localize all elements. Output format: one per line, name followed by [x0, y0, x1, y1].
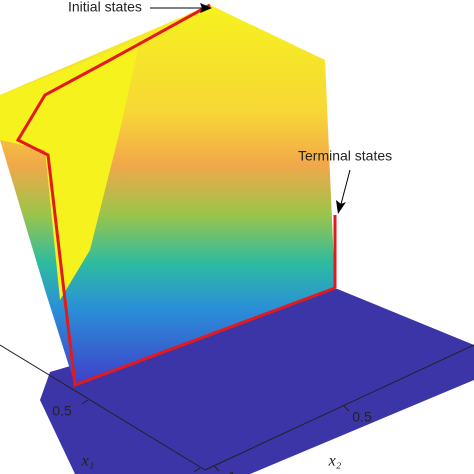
floor-surface [40, 288, 474, 474]
x-axis-label: x₁ [81, 453, 95, 470]
x2-axis [204, 344, 474, 471]
tick-mark [81, 399, 89, 405]
tick-mark [343, 405, 350, 412]
tick-label: 1 [170, 471, 178, 474]
trajectory [15, 3, 336, 388]
arrow [339, 169, 351, 209]
arrow-head [336, 200, 346, 214]
x1-axis [0, 344, 206, 471]
annotation: Initial states [68, 0, 142, 15]
tick-label: 0.5 [52, 403, 72, 419]
y-axis-label: x₂ [328, 453, 342, 470]
arrow-head [200, 3, 212, 13]
tick-mark [193, 467, 201, 473]
tick-label: 1 [228, 469, 236, 474]
tick-mark [213, 465, 220, 472]
annotation: Terminal states [298, 148, 392, 164]
left-fold [0, 40, 140, 300]
tick-label: 0.5 [352, 409, 372, 425]
